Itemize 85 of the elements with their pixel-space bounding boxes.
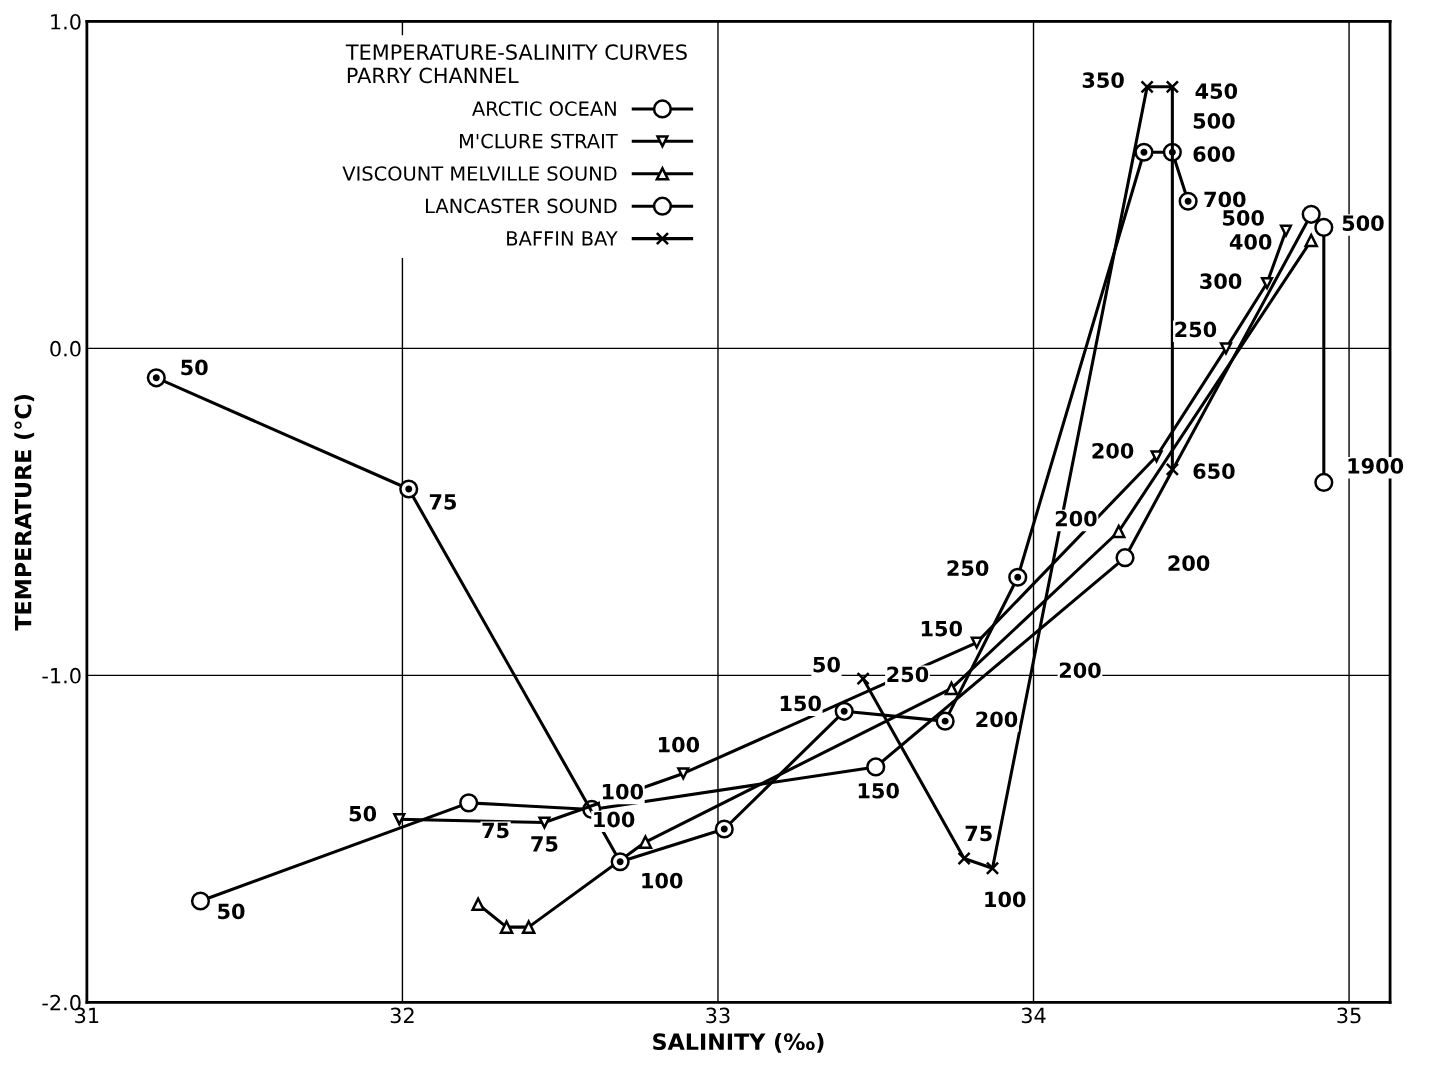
annotation: 200 [1055,510,1097,527]
y-axis-title: TEMPERATURE (°C) [14,395,35,631]
point [190,891,211,911]
annotation: 100 [602,783,644,800]
point [856,671,870,686]
point [610,852,630,872]
annotation: 250 [1175,321,1217,338]
annotation: 150 [780,695,821,712]
legend-label: M'CLURE STRAIT [459,133,618,149]
point [459,793,479,813]
point [1314,217,1334,238]
annotation: 200 [1092,442,1134,459]
point [1165,462,1180,477]
point [399,479,419,499]
point [1111,524,1126,539]
legend-title: TEMPERATURE-SALINITY CURVES PARRY CHANNEL [345,44,687,84]
annotation: 50 [218,903,245,920]
annotation: 500 [1193,113,1235,129]
annotation: 100 [642,872,683,889]
annotation: 250 [947,560,989,576]
annotation: 650 [1193,463,1235,480]
y-tick-label: 0.0 [50,340,81,357]
annotation: 75 [531,836,558,852]
point [499,920,514,934]
point [638,835,653,849]
x-tick-label: 32 [390,1007,414,1024]
point [1115,548,1135,568]
y-tick-label: 1.0 [51,13,81,30]
point [1150,450,1163,463]
annotation: 200 [1168,555,1210,572]
annotation: 75 [429,494,456,510]
annotation: 350 [1082,72,1124,88]
x-axis-title: SALINITY (‰) [653,1032,824,1053]
annotation: 200 [976,711,1018,728]
annotation: 50 [181,359,208,376]
annotation: 50 [349,805,377,822]
point [1165,80,1180,94]
point [1178,191,1198,211]
legend-label: ARCTIC OCEAN [472,101,616,116]
point [677,767,690,780]
point [1304,233,1318,248]
point [1301,204,1321,224]
point [146,368,166,388]
point [1134,142,1154,162]
annotation: 500 [1223,209,1264,226]
point [944,681,959,696]
annotation: 100 [985,891,1026,908]
point [1314,472,1334,493]
point [866,757,886,777]
annotation: 200 [1059,662,1101,679]
point [471,897,485,912]
annotation: 600 [1193,146,1235,162]
point [393,813,406,826]
annotation: 250 [887,666,929,683]
annotation: 100 [658,736,700,753]
x-tick-label: 33 [706,1007,730,1024]
point [1260,276,1274,290]
point [985,861,1000,876]
y-tick-label: -1.0 [42,667,81,684]
point [714,819,734,839]
legend-label: VISCOUNT MELVILLE SOUND [342,166,617,181]
annotation: 100 [594,811,635,828]
legend-label: LANCASTER SOUND [426,198,617,214]
legend-label: BAFFIN BAY [507,231,618,246]
annotation: 450 [1195,83,1238,99]
point [1219,342,1233,355]
x-tick-label: 35 [1337,1007,1361,1024]
point [1008,567,1028,587]
annotation: 400 [1229,234,1272,250]
point [834,701,854,721]
point [521,920,536,934]
annotation: 1900 [1348,458,1404,474]
annotation: 150 [921,620,963,637]
point [1279,224,1293,237]
annotation: 75 [482,822,509,839]
point [1140,80,1154,94]
annotation: 75 [965,825,992,842]
x-tick-label: 34 [1021,1007,1046,1024]
annotation: 500 [1342,215,1384,232]
point [957,851,971,866]
annotation: 50 [813,656,840,673]
annotation: 700 [1204,191,1246,208]
annotation: 300 [1200,273,1242,290]
point [935,711,955,731]
annotation: 150 [858,782,899,799]
